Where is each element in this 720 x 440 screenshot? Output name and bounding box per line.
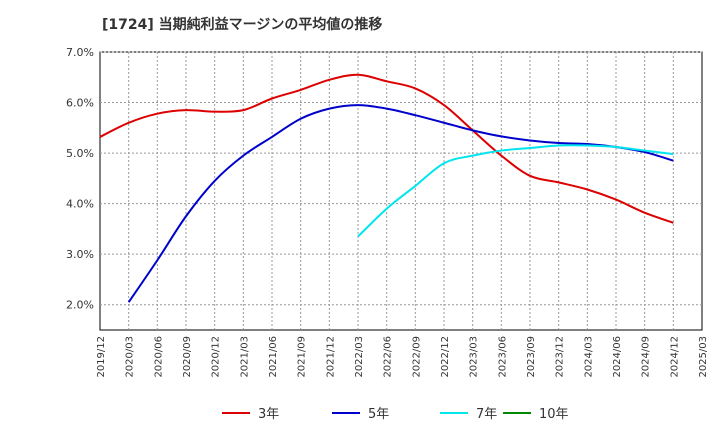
chart-title: [1724] 当期純利益マージンの平均値の推移 [102, 17, 383, 33]
y-tick-label: 4.0% [66, 198, 94, 211]
x-tick-label: 2024/09 [641, 336, 652, 378]
legend-label: 3年 [258, 407, 279, 422]
x-tick-label: 2020/03 [125, 336, 136, 378]
series-line [357, 144, 674, 238]
y-tick-label: 6.0% [66, 97, 94, 110]
x-tick-label: 2023/12 [555, 336, 566, 378]
x-tick-label: 2022/06 [383, 336, 394, 378]
y-tick-label: 5.0% [66, 147, 94, 160]
x-tick-label: 2025/03 [698, 336, 709, 378]
x-tick-label: 2023/09 [526, 336, 537, 378]
series-lines [99, 73, 674, 303]
x-tick-label: 2023/03 [469, 336, 480, 378]
series-line [99, 73, 674, 224]
x-tick-label: 2021/12 [325, 336, 336, 378]
x-tick-label: 2022/12 [440, 336, 451, 378]
y-tick-label: 3.0% [66, 248, 94, 261]
x-tick-label: 2020/12 [211, 336, 222, 378]
plot-area [99, 51, 703, 331]
x-axis-ticks: 2019/12 2020/03 2020/06 2020/09 2020/12 2021/… [96, 336, 709, 378]
grid-lines [100, 51, 702, 330]
y-axis-ticks: 2.0% 3.0% 4.0% 5.0% 6.0% 7.0% [66, 46, 94, 312]
legend-label: 7年 [476, 407, 497, 422]
x-tick-label: 2022/09 [411, 336, 422, 378]
legend-label: 10年 [539, 407, 569, 422]
x-tick-label: 2020/06 [153, 336, 164, 378]
y-tick-label: 7.0% [66, 46, 94, 59]
legend: 3年 5年 7年 10年 [222, 407, 569, 422]
x-tick-label: 2024/03 [583, 336, 594, 378]
legend-label: 5年 [368, 407, 389, 422]
x-tick-label: 2024/06 [612, 336, 623, 378]
x-tick-label: 2021/09 [297, 336, 308, 378]
y-tick-label: 2.0% [66, 299, 94, 312]
x-tick-label: 2019/12 [96, 336, 107, 378]
x-tick-label: 2021/03 [239, 336, 250, 378]
x-tick-label: 2022/03 [354, 336, 365, 378]
x-tick-label: 2021/06 [268, 336, 279, 378]
x-tick-label: 2020/09 [182, 336, 193, 378]
series-line [127, 104, 674, 303]
x-tick-label: 2023/06 [497, 336, 508, 378]
x-tick-label: 2024/12 [669, 336, 680, 378]
